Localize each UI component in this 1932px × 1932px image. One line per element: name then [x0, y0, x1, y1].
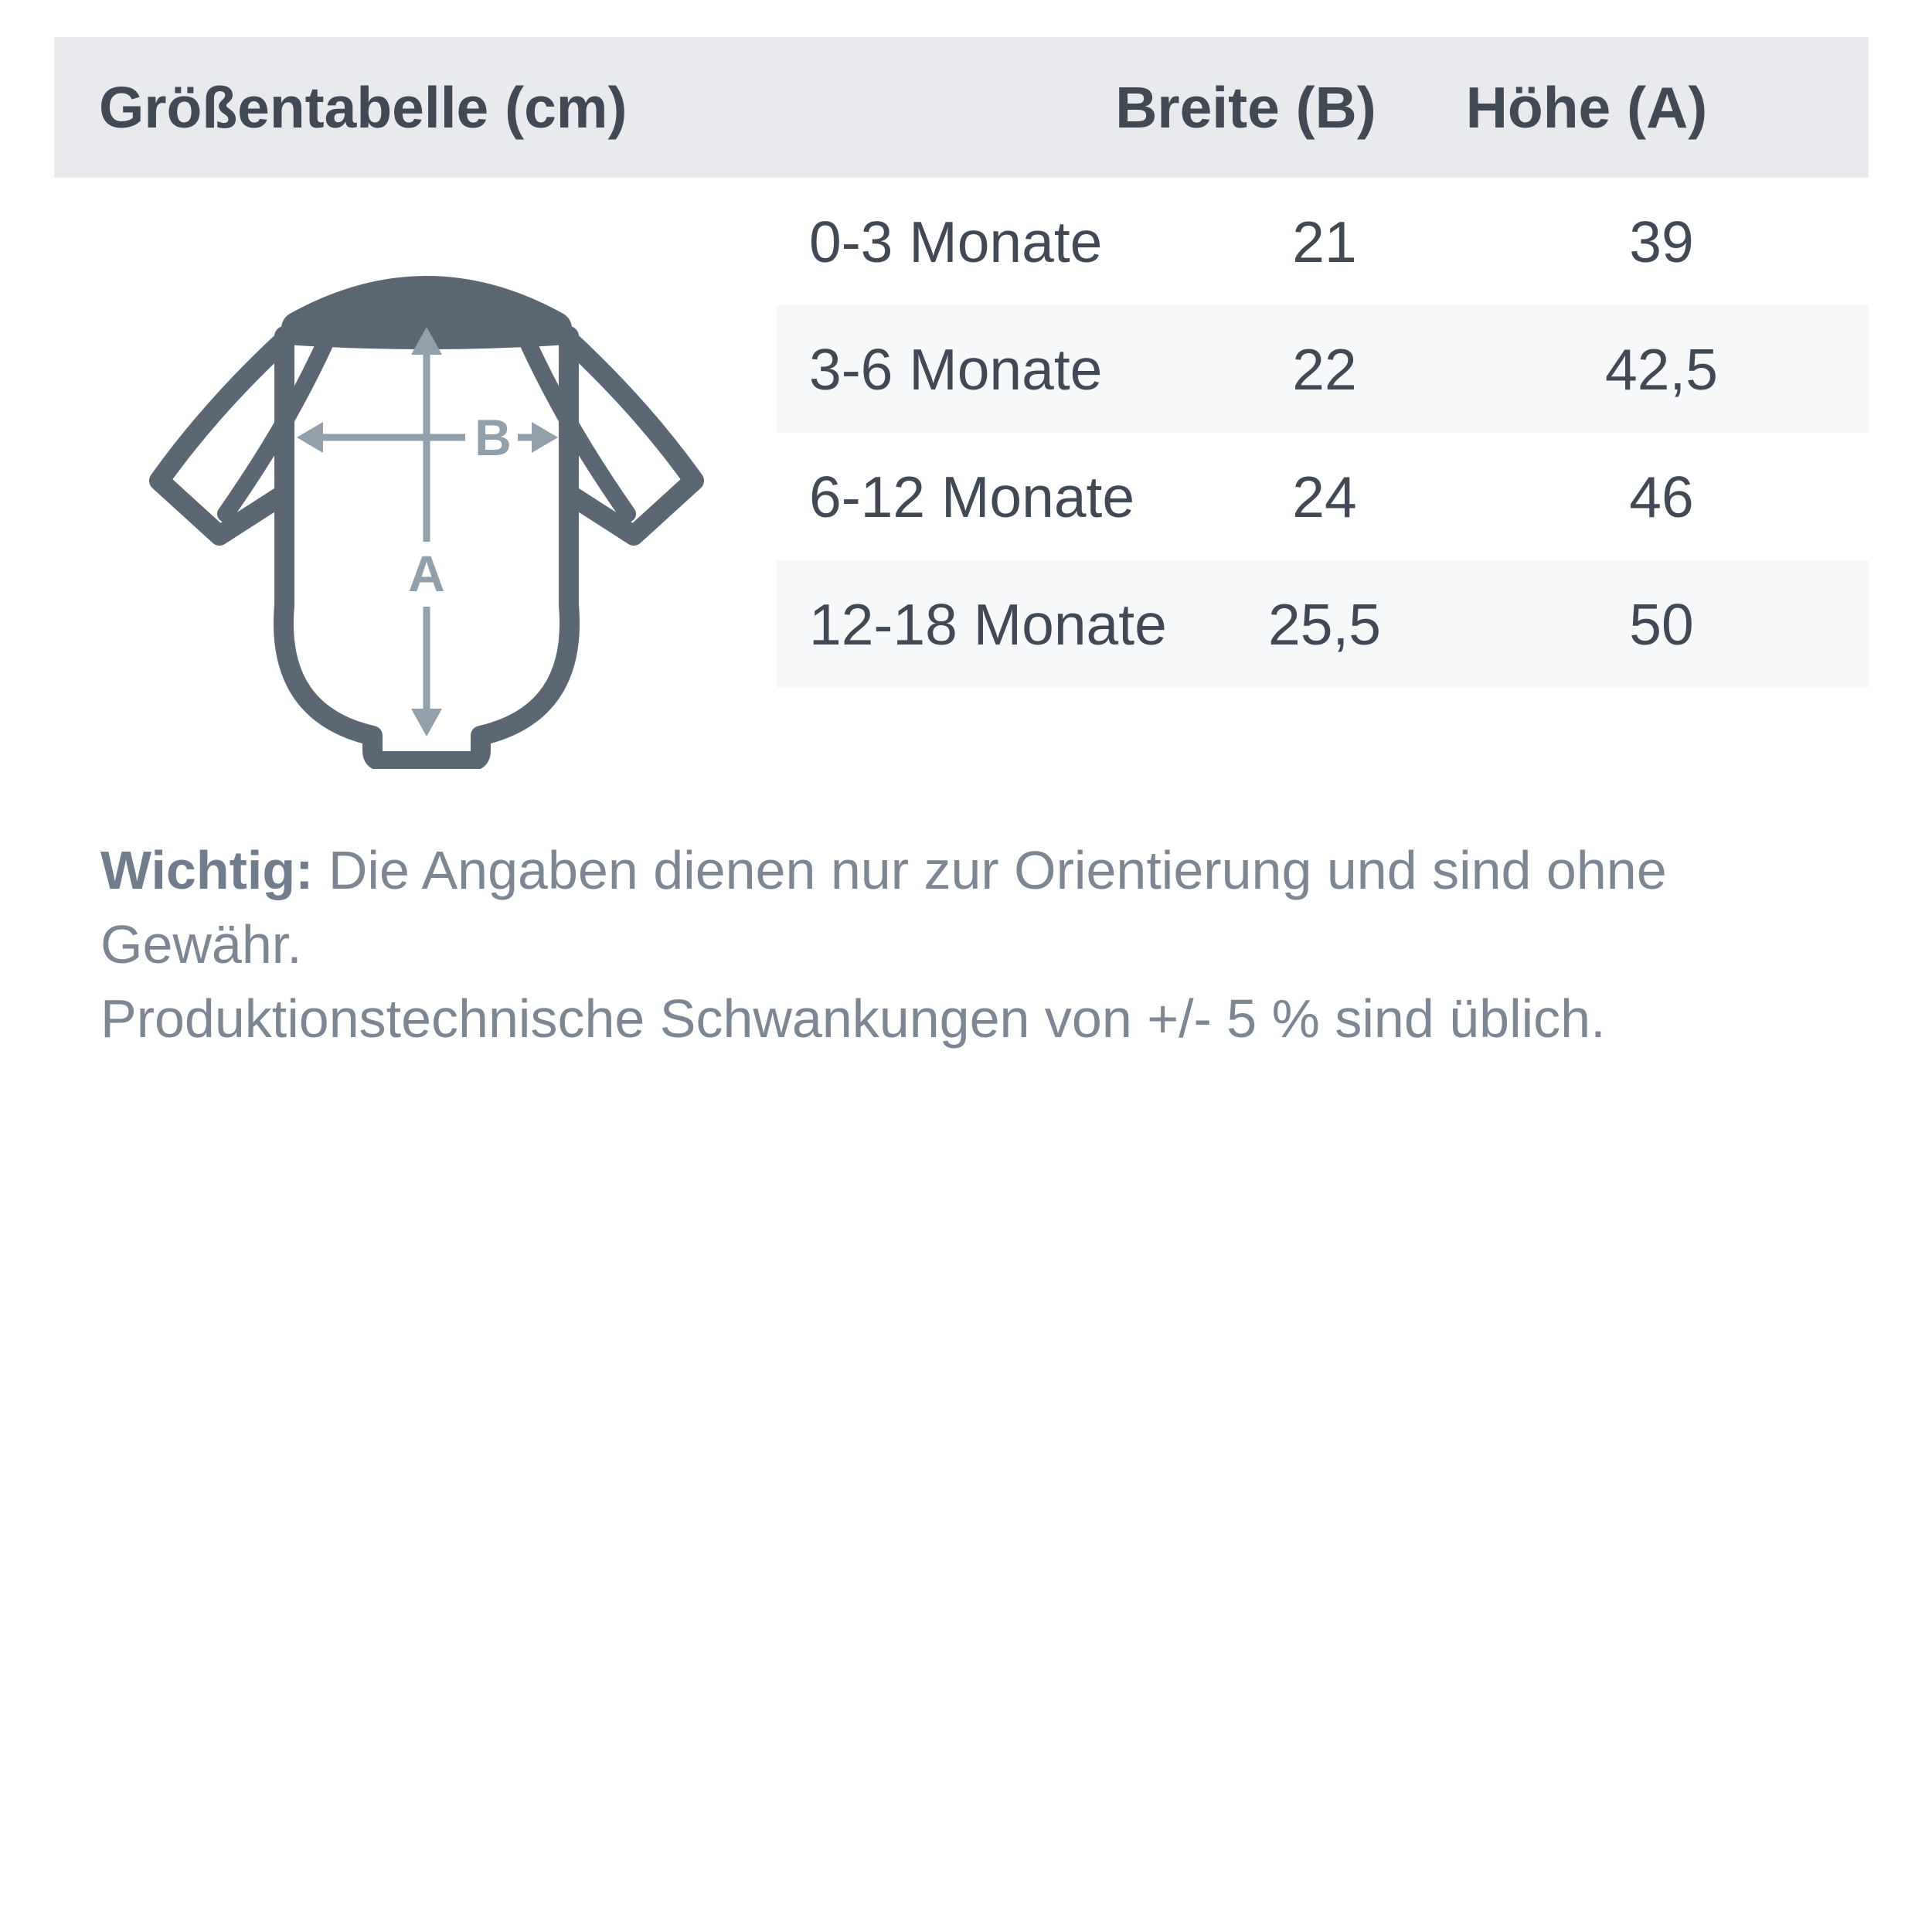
size-label: 12-18 Monate	[809, 591, 1167, 657]
column-header-hoehe: Höhe (A)	[1465, 75, 1708, 140]
baby-bodysuit-diagram: A B	[131, 259, 719, 771]
disclaimer-line-1: Wichtig: Die Angaben dienen nur zur Orie…	[100, 833, 1878, 981]
hoehe-value: 46	[1629, 464, 1694, 529]
table-header-row: Größentabelle (cm) Breite (B) Höhe (A)	[54, 37, 1869, 178]
page-title: Größentabelle (cm)	[99, 75, 628, 140]
height-label: A	[408, 545, 445, 602]
width-label: B	[474, 409, 512, 466]
size-label: 0-3 Monate	[809, 209, 1103, 274]
hoehe-value: 42,5	[1605, 336, 1718, 402]
disclaimer-note: Wichtig: Die Angaben dienen nur zur Orie…	[100, 833, 1878, 1056]
table-row: 3-6 Monate 22 42,5	[777, 305, 1869, 433]
width-arrow-icon: B	[297, 409, 558, 466]
bodysuit-collar	[281, 276, 572, 349]
breite-value: 25,5	[1268, 591, 1381, 657]
baby-bodysuit-icon: A B	[149, 276, 704, 771]
disclaimer-line-2: Produktionstechnische Schwankungen von +…	[100, 988, 1606, 1049]
table-row: 12-18 Monate 25,5 50	[777, 560, 1869, 688]
disclaimer-line-1-text: Die Angaben dienen nur zur Orientierung …	[100, 840, 1667, 975]
hoehe-value: 39	[1629, 209, 1694, 274]
hoehe-value: 50	[1629, 591, 1694, 657]
breite-value: 24	[1292, 464, 1357, 529]
size-label: 6-12 Monate	[809, 464, 1135, 529]
size-label: 3-6 Monate	[809, 336, 1103, 402]
breite-value: 22	[1292, 336, 1357, 402]
column-header-breite: Breite (B)	[1115, 75, 1376, 140]
height-arrow-icon: A	[408, 327, 445, 736]
table-row: 0-3 Monate 21 39	[777, 178, 1869, 305]
table-row: 6-12 Monate 24 46	[777, 433, 1869, 560]
disclaimer-bold-label: Wichtig:	[100, 840, 314, 900]
breite-value: 21	[1292, 209, 1357, 274]
